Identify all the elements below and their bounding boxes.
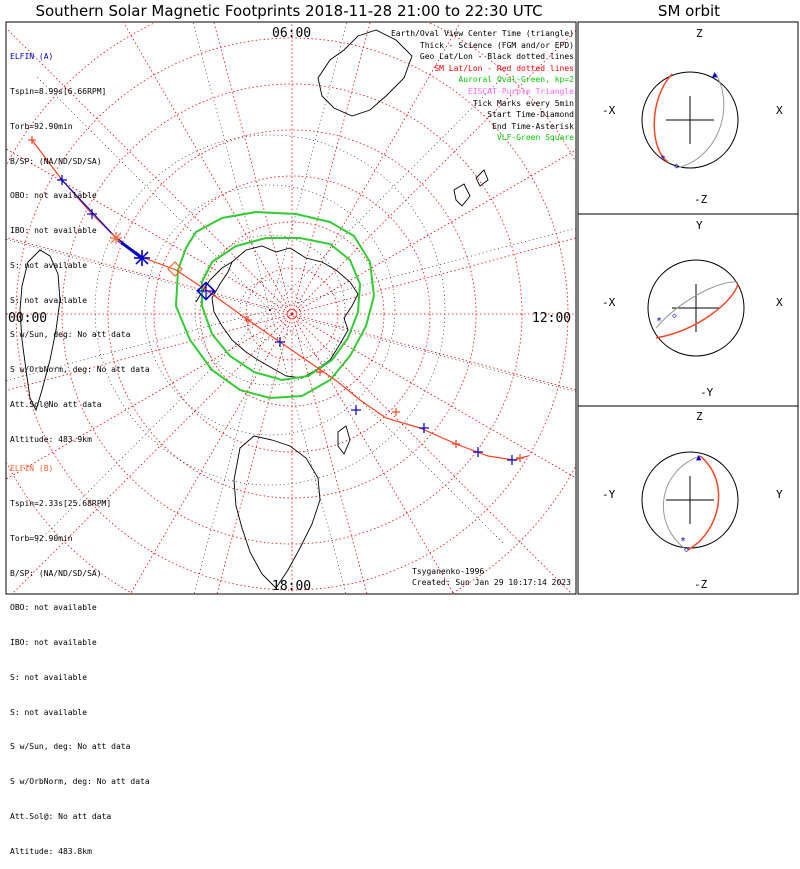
elfin-a-line: OBO: not available [10,191,97,201]
geo-latitude-circles [94,134,446,486]
created-label: Created: Sun Jan 29 10:17:14 2023 [412,578,571,587]
orbit-panel-1: ▲ * ◇ Z -Z -X X [602,27,783,206]
orbit-1-top-label: Z [696,27,703,40]
elfin-b-ticks [28,136,524,462]
antarctic-peninsula [195,261,233,303]
orbit-2-bottom-label: -Y [700,386,714,399]
elfin-b-line: Tspin=2.33s[25.68RPM] [10,498,112,508]
orbit-2-top-label: Y [696,219,703,232]
footprint-map: 00:00 12:00 18:00 06:00 ▲ * ◇ Z -Z -X X … [5,21,799,595]
australia-outline [317,29,413,117]
elfin-b-line: S w/Sun, deg: No att data [10,742,131,752]
svg-text:▲: ▲ [696,453,702,463]
svg-text:*: * [660,154,666,165]
legend-entry: EISCAT-Purple Triangle [468,86,574,96]
auroral-oval-inner [201,237,362,382]
elfin-b-line: IBO: not available [10,638,97,648]
elfin-b-line: OBO: not available [10,603,97,613]
svg-text:◇: ◇ [684,545,689,554]
legend-entry: End Time-Asterisk [492,121,574,131]
elfin-b-line: Att.Sol@: No att data [10,812,112,821]
elfin-a-line: S: not available [10,260,88,270]
orbit-2-right-label: X [776,296,783,309]
elfin-a-line: Att.Sol@No att data [10,400,102,409]
elfin-a-info: ELFIN (A) Tspin=8.99s[6.66RPM] Torb=92.9… [10,28,150,457]
elfin-b-start-diamond [167,261,183,277]
elfin-a-line: S: not available [10,295,88,305]
orbit-title: SM orbit [657,2,721,20]
model-label: Tsyganenko-1996 [412,567,485,576]
legend-entry: Geo Lat/Lon - Black dotted lines [419,52,574,62]
map-label-left: 00:00 [8,311,47,326]
orbit-panel-3: ▲ * ◇ Z -Z -Y Y [602,410,783,591]
orbit-3-bottom-label: -Z [694,578,708,591]
orbit-2-track [655,283,739,339]
map-frame [5,21,577,595]
elfin-a-line: Tspin=8.99s[6.66RPM] [10,86,107,96]
orbit-panel-3-frame [577,405,799,595]
madagascar-outline [337,425,351,455]
svg-text:◇: ◇ [674,161,679,170]
continent-outlines [19,29,489,589]
elfin-b-line: B/SP: (NA/ND/SD/SA) [10,568,102,578]
orbit-panel-1-frame [577,21,799,215]
orbit-3-right-label: Y [776,488,783,501]
elfin-a-line: B/SP: (NA/ND/SD/SA) [10,156,102,166]
legend-entry: SM Lat/Lon - Red dotted lines [434,63,574,73]
map-label-bottom: 18:00 [272,579,311,594]
legend-entry: Start Time-Diamond [487,110,574,120]
svg-text:◇: ◇ [672,311,677,320]
elfin-b-line: Altitude: 483.8km [10,846,92,856]
elfin-b-line: S w/OrbNorm, deg: No att data [10,777,150,787]
legend-entry: Auroral Oval-Green, kp=2 [458,75,574,85]
legend-entry: Tick Marks every 5min [472,98,574,108]
legend-entry: Thick - Science (FGM and/or EPD) [419,40,574,50]
elfin-b-header: ELFIN (B) [10,464,54,474]
elfin-a-ticks [57,175,517,465]
orbit-1-right-label: X [776,104,783,117]
auroral-ovals [174,210,376,400]
svg-text:▲: ▲ [712,70,718,80]
orbit-3-left-label: -Y [602,488,616,501]
svg-text:*: * [680,536,686,547]
africa-outline [233,435,321,589]
elfin-b-line: S: not available [10,707,88,717]
elfin-b-line: S: not available [10,672,88,682]
elfin-a-start-diamond [196,281,216,301]
map-label-right: 12:00 [532,311,571,326]
elfin-b-line: Torb=92.90min [10,533,73,543]
new-zealand-outline [453,169,489,207]
orbit-panel-2: * ◇ Y -Y -X X [602,219,783,399]
plot-title: Southern Solar Magnetic Footprints 2018-… [35,2,543,20]
orbit-3-top-label: Z [696,410,703,423]
elfin-b-info: ELFIN (B) Tspin=2.33s[25.68RPM] Torb=92.… [10,440,150,869]
south-america-outline [19,249,61,412]
map-label-top: 06:00 [272,26,311,41]
legend-entry: Earth/Oval View Center Time (triangle) [390,29,574,38]
legend: Earth/Oval View Center Time (triangle) Th… [391,28,574,144]
elfin-a-end-asterisk [134,250,150,266]
antarctica-outline [211,245,359,379]
elfin-a-header: ELFIN (A) [10,52,54,62]
elfin-a-line: IBO: not available [10,226,97,236]
elfin-a-line: Torb=92.90min [10,121,73,131]
legend-entry: VLF-Green Square [496,133,574,143]
orbit-1-bottom-label: -Z [694,193,708,206]
orbit-panel-2-frame [577,213,799,407]
svg-text:*: * [656,316,662,327]
orbit-1-left-label: -X [602,104,616,117]
elfin-b-end-asterisk [110,232,122,244]
auroral-oval-outer [174,210,376,400]
orbit-2-left-label: -X [602,296,616,309]
elfin-a-line: Altitude: 483.9km [10,434,92,444]
orbit-1-track [653,73,673,163]
elfin-a-line: S w/Sun, deg: No att data [10,330,131,340]
orbit-3-track [687,455,720,551]
elfin-a-line: S w/OrbNorm, deg: No att data [10,365,150,375]
